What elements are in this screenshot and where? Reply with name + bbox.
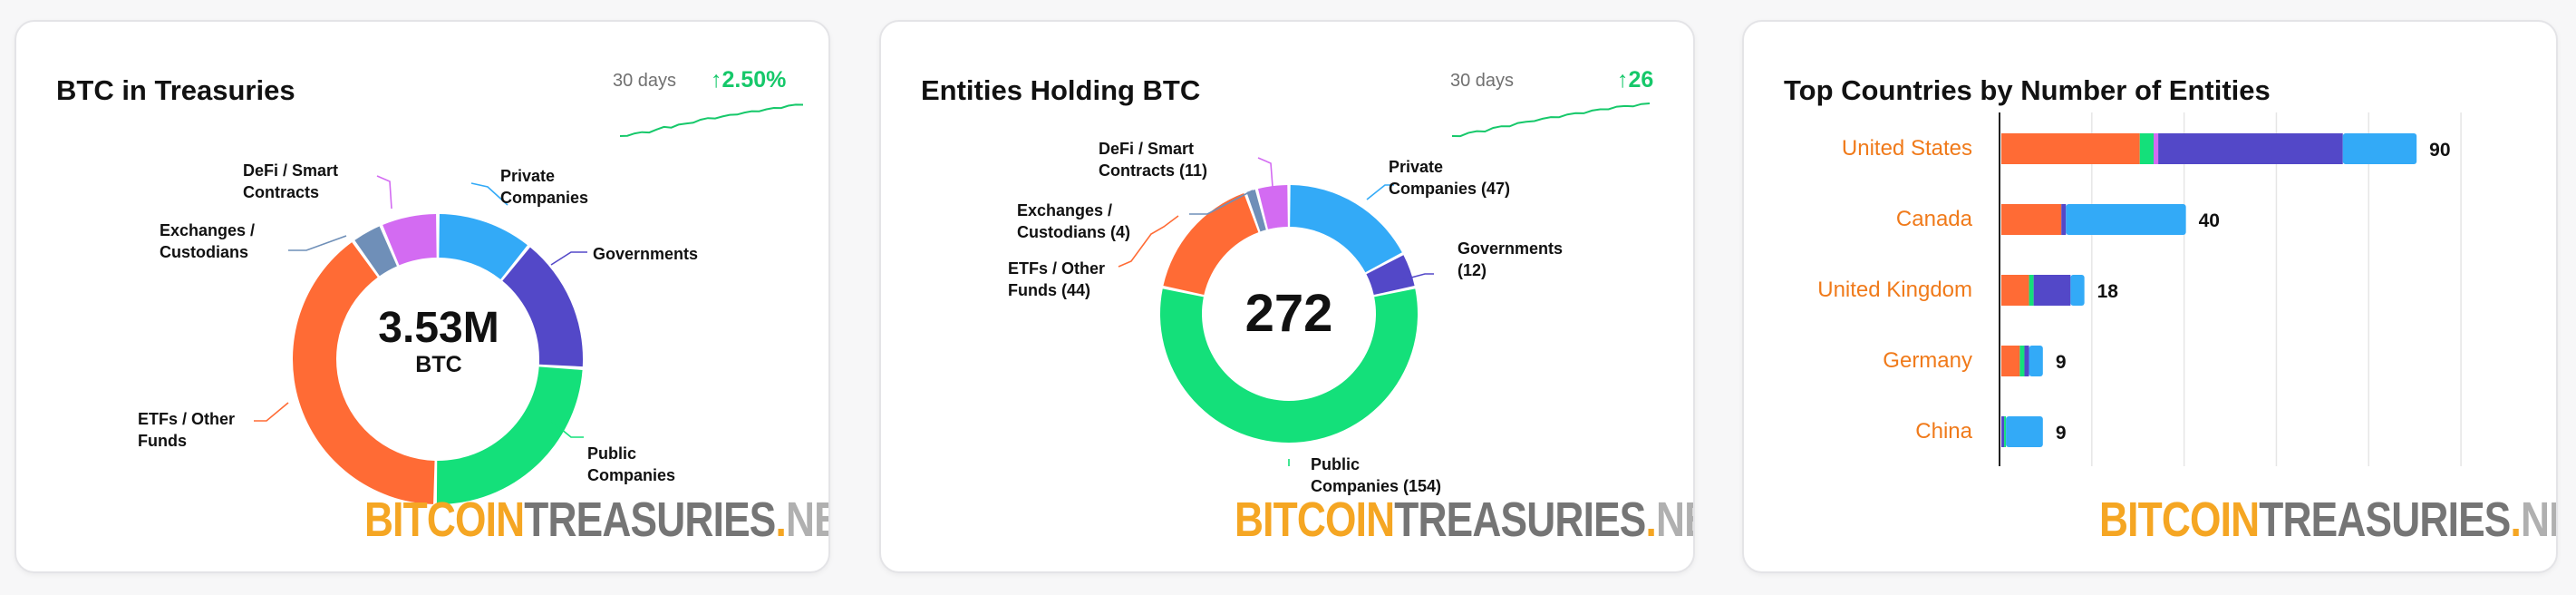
segment-label: DeFi / Smart Contracts (11) — [1099, 140, 1207, 180]
bar-value-label: 90 — [2429, 140, 2450, 161]
bar-segment[interactable] — [2061, 204, 2067, 235]
donut-center: 3.53M BTC — [330, 304, 547, 378]
bar-segment[interactable] — [2001, 275, 2029, 306]
delta-value: ↑26 — [1617, 67, 1653, 93]
donut-slice[interactable] — [1163, 193, 1259, 296]
bar-segment[interactable] — [2029, 275, 2034, 306]
bar-value-label: 9 — [2056, 352, 2067, 373]
segment-label: Public Companies (154) — [1311, 455, 1441, 495]
card-title: Entities Holding BTC — [921, 74, 1201, 106]
segment-label: Private Companies — [500, 167, 588, 207]
country-label: Canada — [1896, 207, 1973, 231]
country-label: United States — [1842, 136, 1972, 161]
donut-slice[interactable] — [1257, 185, 1288, 229]
bar-segment[interactable] — [2019, 346, 2025, 376]
donut-slice[interactable] — [439, 214, 528, 279]
sparkline — [1451, 102, 1651, 138]
donut-slice[interactable] — [383, 214, 437, 266]
country-label: United Kingdom — [1817, 278, 1972, 302]
bar-segment[interactable] — [2139, 133, 2154, 164]
card-title: BTC in Treasuries — [56, 74, 295, 106]
bar-value-label: 9 — [2056, 423, 2067, 444]
bar-segment[interactable] — [2006, 416, 2043, 447]
card-title: Top Countries by Number of Entities — [1784, 74, 2271, 106]
bar-segment[interactable] — [2001, 204, 2062, 235]
donut-chart: Private Companies Governments Public Compa… — [138, 161, 698, 504]
period-label: 30 days — [1450, 71, 1515, 91]
bar-segment[interactable] — [2001, 416, 2005, 447]
segment-label: Governments (12) — [1457, 239, 1563, 279]
period-label: 30 days — [613, 71, 677, 91]
bar-segment[interactable] — [2033, 275, 2071, 306]
donut-center: 272 — [1180, 285, 1398, 343]
bar-segment[interactable] — [2001, 133, 2140, 164]
segment-label: Public Companies — [587, 444, 675, 484]
country-label: China — [1915, 419, 1972, 444]
donut-slice[interactable] — [354, 226, 397, 277]
bar-value-label: 18 — [2097, 281, 2119, 302]
delta-number: 2.50% — [721, 67, 787, 93]
donut-slice[interactable] — [1366, 255, 1415, 296]
sparkline-path — [619, 103, 804, 137]
bar-segment[interactable] — [2342, 133, 2417, 164]
sparkline — [619, 103, 804, 137]
donut-slice[interactable] — [1246, 189, 1266, 232]
bar-segment[interactable] — [2004, 416, 2007, 447]
bitcointreasuries-logo: BITCOINTREASURIES.NET — [1235, 493, 1693, 547]
bitcointreasuries-logo: BITCOINTREASURIES.NET — [2099, 493, 2556, 547]
btc-in-treasuries-card: BTC in Treasuries 30 days ↑2.50% Private… — [15, 20, 830, 573]
donut-slice[interactable] — [1160, 288, 1418, 444]
bar-value-label: 40 — [2199, 210, 2220, 231]
country-label: Germany — [1883, 348, 1972, 373]
bar-segment[interactable] — [2158, 133, 2343, 164]
segment-label: ETFs / Other Funds — [138, 410, 235, 450]
delta-value: ↑2.50% — [711, 67, 786, 93]
segment-label: ETFs / Other Funds (44) — [1008, 259, 1105, 299]
bar-segment[interactable] — [2001, 346, 2020, 376]
segment-label: Exchanges / Custodians — [160, 221, 255, 261]
donut-slice[interactable] — [502, 247, 583, 367]
bitcointreasuries-logo: BITCOINTREASURIES.NET — [364, 493, 828, 547]
center-value: 272 — [1244, 284, 1333, 343]
bar-segment[interactable] — [2070, 275, 2085, 306]
entities-holding-btc-card: Entities Holding BTC 30 days ↑26 Private… — [879, 20, 1695, 573]
top-countries-card: Top Countries by Number of Entities Unit… — [1742, 20, 2558, 573]
donut-slice[interactable] — [1290, 185, 1402, 273]
donut-slice[interactable] — [436, 366, 583, 504]
up-arrow-icon: ↑ — [1617, 67, 1629, 93]
delta-number: 26 — [1628, 67, 1654, 93]
segment-label: Exchanges / Custodians (4) — [1017, 201, 1130, 241]
center-value: 3.53M — [378, 304, 499, 352]
donut-slice[interactable] — [292, 242, 435, 504]
bar-segment[interactable] — [2066, 204, 2186, 235]
bar-chart: United States 90 Canada 40 United Kingdom 18 G… — [1817, 112, 2462, 466]
bar-segment[interactable] — [2154, 133, 2159, 164]
bar-segment[interactable] — [2024, 346, 2029, 376]
center-unit: BTC — [415, 352, 462, 377]
bar-segment[interactable] — [2029, 346, 2043, 376]
segment-label: DeFi / Smart Contracts — [243, 161, 338, 201]
segment-label: Private Companies (47) — [1389, 158, 1510, 198]
segment-label: Governments — [593, 245, 698, 263]
donut-chart: Private Companies (47) Governments (12) Pu… — [1008, 140, 1563, 495]
sparkline-path — [1451, 102, 1651, 138]
up-arrow-icon: ↑ — [711, 67, 722, 93]
